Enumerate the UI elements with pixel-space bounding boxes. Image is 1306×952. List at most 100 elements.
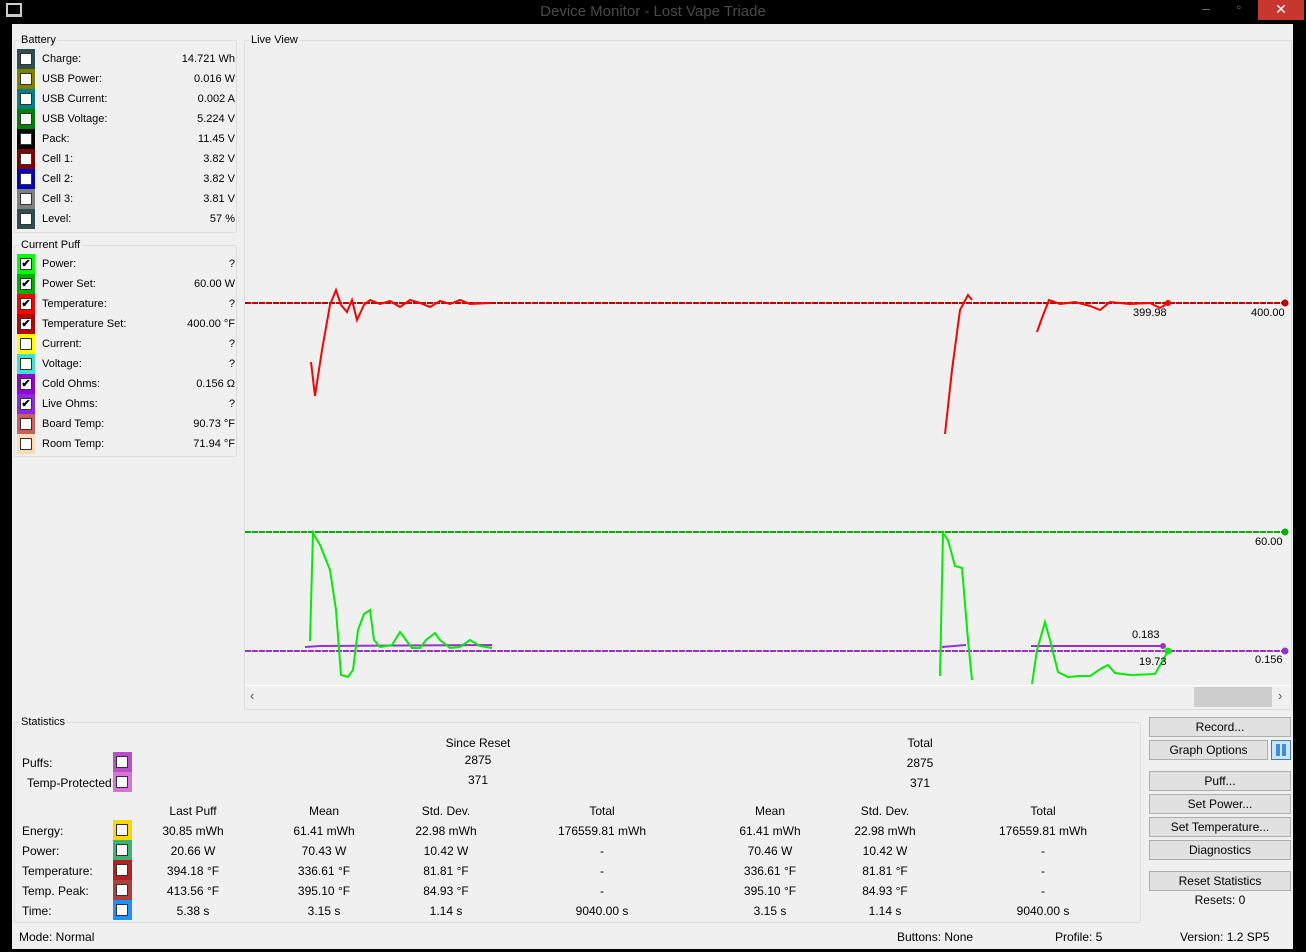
stat-color-swatch[interactable] [113, 840, 132, 860]
current-color-swatch[interactable] [17, 334, 35, 354]
stat-checkbox[interactable] [116, 884, 128, 896]
temperature-set-label: Temperature Set: [42, 318, 127, 330]
stat-row-label: Time: [22, 904, 52, 918]
projector-icon [6, 3, 22, 17]
power-set-checkbox[interactable]: ✔ [20, 278, 32, 290]
stat-checkbox[interactable] [116, 864, 128, 876]
cell-1-checkbox[interactable] [20, 153, 32, 165]
level-color-swatch[interactable] [17, 209, 35, 229]
board-temp-checkbox[interactable] [20, 418, 32, 430]
cell-3-checkbox[interactable] [20, 193, 32, 205]
diagnostics-button[interactable]: Diagnostics [1149, 840, 1291, 860]
cell-1-color-swatch[interactable] [17, 149, 35, 169]
power-label: Power: [42, 258, 77, 270]
puffs-color-swatch[interactable] [113, 752, 132, 772]
stat-checkbox[interactable] [116, 844, 128, 856]
power-trace [939, 529, 973, 681]
usb-power-color-swatch[interactable] [17, 69, 35, 89]
statistics-title: Statistics [21, 716, 66, 728]
puffs-checkbox[interactable] [116, 756, 128, 768]
current-checkbox[interactable] [20, 338, 32, 350]
temperature-set-checkbox[interactable]: ✔ [20, 318, 32, 330]
board-temp-color-swatch[interactable] [17, 414, 35, 434]
battery-row-usb-current: USB Current: 0.002 A [17, 89, 235, 109]
current-puff-title: Current Puff [21, 239, 81, 251]
status-profile: Profile: 5 [1055, 930, 1103, 944]
pack-color-swatch[interactable] [17, 129, 35, 149]
column-header: Std. Dev. [860, 804, 910, 818]
stat-cell: 336.61 °F [297, 864, 351, 878]
usb-voltage-checkbox[interactable] [20, 113, 32, 125]
room-temp-checkbox[interactable] [20, 438, 32, 450]
level-checkbox[interactable] [20, 213, 32, 225]
puff-button[interactable]: Puff... [1149, 771, 1291, 791]
voltage-label: Voltage: [42, 358, 82, 370]
current-puff-row-room-temp: Room Temp: 71.94 °F [17, 434, 235, 454]
battery-row-cell-1: Cell 1: 3.82 V [17, 149, 235, 169]
horizontal-scrollbar[interactable]: ‹ › [245, 685, 1290, 707]
stat-cell: 395.10 °F [297, 884, 351, 898]
cold-ohms-color-swatch[interactable]: ✔ [17, 374, 35, 394]
usb-voltage-color-swatch[interactable] [17, 109, 35, 129]
charge-checkbox[interactable] [20, 53, 32, 65]
charge-color-swatch[interactable] [17, 49, 35, 69]
power-set-label: Power Set: [42, 278, 96, 290]
usb-current-color-swatch[interactable] [17, 89, 35, 109]
temp-current-marker [1165, 300, 1171, 306]
stat-cell: 30.85 mWh [162, 824, 224, 838]
room-temp-color-swatch[interactable] [17, 434, 35, 454]
usb-current-checkbox[interactable] [20, 93, 32, 105]
minimize-button[interactable]: – [1202, 0, 1210, 16]
stat-color-swatch[interactable] [113, 900, 132, 920]
stat-cell: 61.41 mWh [293, 824, 355, 838]
live-ohms-checkbox[interactable]: ✔ [20, 398, 32, 410]
live-view-title: Live View [251, 34, 298, 46]
power-checkbox[interactable]: ✔ [20, 258, 32, 270]
room-temp-label: Room Temp: [42, 438, 105, 450]
reset-statistics-button[interactable]: Reset Statistics [1149, 871, 1291, 891]
board-temp-label: Board Temp: [42, 418, 105, 430]
record-button[interactable]: Record... [1149, 717, 1291, 737]
temp-current-label: 399.98 [1133, 307, 1167, 319]
temperature-checkbox[interactable]: ✔ [20, 298, 32, 310]
graph-options-button[interactable]: Graph Options [1149, 740, 1268, 760]
stat-checkbox[interactable] [116, 824, 128, 836]
stat-checkbox[interactable] [116, 904, 128, 916]
voltage-color-swatch[interactable] [17, 354, 35, 374]
battery-group: Battery [14, 34, 237, 233]
maximize-button[interactable]: ▫ [1236, 0, 1242, 14]
current-puff-row-power-set: ✔ Power Set: 60.00 W [17, 274, 235, 294]
stat-cell: - [600, 864, 604, 878]
set-power-button[interactable]: Set Power... [1149, 794, 1291, 814]
cold-ohms-checkbox[interactable]: ✔ [20, 378, 32, 390]
cell-2-checkbox[interactable] [20, 173, 32, 185]
temperature-set-color-swatch[interactable]: ✔ [17, 314, 35, 334]
live-ohms-value: ? [228, 398, 235, 410]
stat-color-swatch[interactable] [113, 880, 132, 900]
cell-2-color-swatch[interactable] [17, 169, 35, 189]
pause-button[interactable] [1271, 740, 1291, 760]
live-ohms-color-swatch[interactable]: ✔ [17, 394, 35, 414]
cell-1-value: 3.82 V [203, 153, 235, 165]
stat-color-swatch[interactable] [113, 860, 132, 880]
temperature-color-swatch[interactable]: ✔ [17, 294, 35, 314]
cell-3-color-swatch[interactable] [17, 189, 35, 209]
scroll-right-icon[interactable]: › [1278, 688, 1283, 703]
stat-row-label: Power: [22, 844, 60, 858]
power-color-swatch[interactable]: ✔ [17, 254, 35, 274]
power-set-color-swatch[interactable]: ✔ [17, 274, 35, 294]
set-temperature-button[interactable]: Set Temperature... [1149, 817, 1291, 837]
temp-protected-checkbox[interactable] [116, 776, 128, 788]
close-button[interactable]: ✕ [1258, 0, 1304, 20]
stat-color-swatch[interactable] [113, 820, 132, 840]
live-graph[interactable] [245, 45, 1291, 685]
statistics-group: Statistics [14, 716, 1141, 923]
scroll-left-icon[interactable]: ‹ [250, 688, 255, 703]
voltage-checkbox[interactable] [20, 358, 32, 370]
scrollbar-thumb[interactable] [1194, 687, 1272, 707]
power-trace [1031, 618, 1169, 685]
pack-checkbox[interactable] [20, 133, 32, 145]
temp-protected-color-swatch[interactable] [113, 772, 132, 792]
usb-power-checkbox[interactable] [20, 73, 32, 85]
cold-ohms-label: 0.156 [1255, 654, 1283, 666]
